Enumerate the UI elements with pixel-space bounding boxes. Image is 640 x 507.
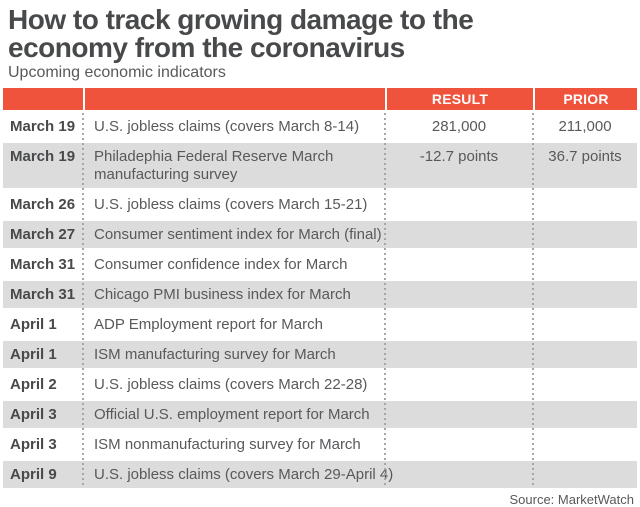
row-prior	[533, 281, 637, 308]
row-prior	[533, 461, 637, 488]
header-cell-prior: PRIOR	[535, 88, 637, 110]
row-result	[385, 461, 533, 488]
row-result	[385, 371, 533, 398]
row-prior: 211,000	[558, 118, 612, 135]
row-prior	[533, 431, 637, 458]
table-row: April 1 ADP Employment report for March	[3, 311, 637, 338]
row-description: U.S. jobless claims (covers March 29-Apr…	[94, 466, 394, 483]
table-row: March 31 Consumer confidence index for M…	[3, 251, 637, 278]
table-row: March 31 Chicago PMI business index for …	[3, 281, 637, 308]
header-cell-indicator	[85, 88, 385, 110]
table-row: March 19 Philadephia Federal Reserve Mar…	[3, 143, 637, 188]
row-date: March 19	[10, 148, 76, 165]
row-prior	[533, 251, 637, 278]
row-prior	[533, 311, 637, 338]
table-body: March 19 U.S. jobless claims (covers Mar…	[3, 113, 637, 488]
row-description: Consumer sentiment index for March (fina…	[94, 226, 382, 243]
table-row: March 27 Consumer sentiment index for Ma…	[3, 221, 637, 248]
row-result: 281,000	[431, 118, 487, 135]
row-date: April 1	[10, 346, 57, 363]
page-subtitle: Upcoming economic indicators	[8, 64, 226, 81]
page-title: How to track growing damage to the econo…	[8, 4, 474, 63]
row-date: March 31	[10, 286, 76, 303]
row-description: U.S. jobless claims (covers March 8-14)	[94, 118, 360, 135]
row-prior	[533, 191, 637, 218]
row-date: March 27	[10, 226, 76, 243]
row-description: ISM nonmanufacturing survey for March	[94, 436, 361, 453]
row-prior	[533, 341, 637, 368]
row-prior	[533, 221, 637, 248]
table-row: March 19 U.S. jobless claims (covers Mar…	[3, 113, 637, 140]
row-date: April 3	[10, 436, 57, 453]
source-credit: Source: MarketWatch	[509, 492, 634, 507]
row-result	[385, 311, 533, 338]
row-result	[385, 341, 533, 368]
row-result	[385, 191, 533, 218]
row-result: -12.7 points	[419, 148, 499, 165]
row-date: April 1	[10, 316, 57, 333]
table-row: April 1 ISM manufacturing survey for Mar…	[3, 341, 637, 368]
table-row: April 9 U.S. jobless claims (covers Marc…	[3, 461, 637, 488]
row-description: ISM manufacturing survey for March	[94, 346, 336, 363]
row-result	[385, 281, 533, 308]
row-date: April 2	[10, 376, 57, 393]
row-description: Official U.S. employment report for Marc…	[94, 406, 370, 423]
row-description: U.S. jobless claims (covers March 22-28)	[94, 376, 368, 393]
row-date: March 19	[10, 118, 76, 135]
table-row: April 3 Official U.S. employment report …	[3, 401, 637, 428]
row-result	[385, 221, 533, 248]
row-description: U.S. jobless claims (covers March 15-21)	[94, 196, 368, 213]
row-description: Chicago PMI business index for March	[94, 286, 351, 303]
row-result	[385, 251, 533, 278]
row-prior	[533, 371, 637, 398]
header-cell-result: RESULT	[387, 88, 533, 110]
table-header: RESULT PRIOR	[3, 88, 637, 110]
row-date: March 31	[10, 256, 76, 273]
row-date: April 3	[10, 406, 57, 423]
row-description: ADP Employment report for March	[94, 316, 323, 333]
header-cell-date	[3, 88, 83, 110]
row-result	[385, 431, 533, 458]
row-description: Consumer confidence index for March	[94, 256, 348, 273]
table-row: April 3 ISM nonmanufacturing survey for …	[3, 431, 637, 458]
table-row: April 2 U.S. jobless claims (covers Marc…	[3, 371, 637, 398]
row-date: April 9	[10, 466, 57, 483]
table-row: March 26 U.S. jobless claims (covers Mar…	[3, 191, 637, 218]
row-result	[385, 401, 533, 428]
row-description: Philadephia Federal Reserve March manufa…	[94, 148, 334, 183]
row-date: March 26	[10, 196, 76, 213]
row-prior	[533, 401, 637, 428]
row-prior: 36.7 points	[548, 148, 622, 165]
